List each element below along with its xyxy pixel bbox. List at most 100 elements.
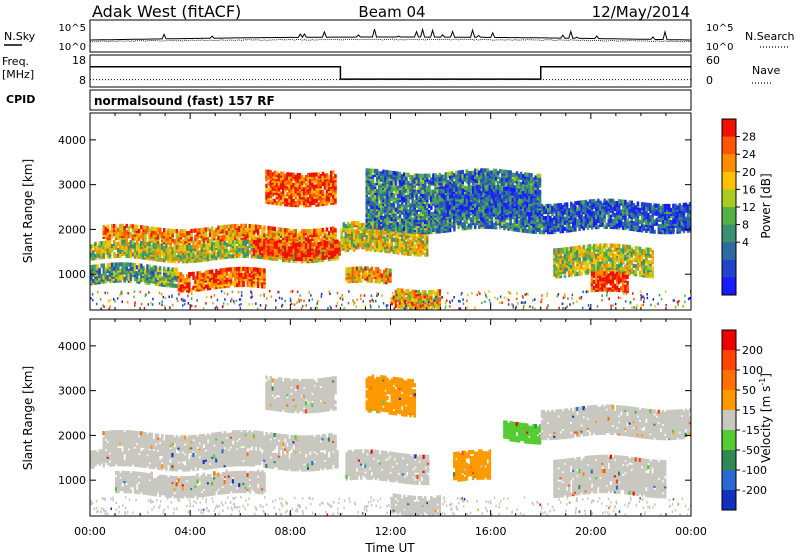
heatmap-cell bbox=[284, 188, 287, 193]
heatmap-cell bbox=[317, 190, 320, 195]
heatmap-cell bbox=[206, 280, 210, 285]
heatmap-cell bbox=[133, 277, 137, 282]
heatmap-cell bbox=[277, 201, 281, 206]
heatmap-cell bbox=[403, 172, 406, 177]
heatmap-cell bbox=[413, 244, 416, 249]
heatmap-cell bbox=[304, 247, 308, 252]
heatmap-cell bbox=[236, 266, 239, 272]
heatmap-cell bbox=[532, 183, 535, 188]
heatmap-cell bbox=[231, 246, 235, 251]
heatmap-cell bbox=[390, 180, 393, 185]
heatmap-cell bbox=[371, 190, 375, 195]
heatmap-cell bbox=[394, 248, 398, 253]
heatmap-cell bbox=[471, 185, 475, 190]
heatmap-cell bbox=[365, 204, 368, 209]
heatmap-cell bbox=[480, 186, 483, 191]
heatmap-cell bbox=[327, 178, 331, 184]
heatmap-cell bbox=[169, 248, 172, 253]
heatmap-cell bbox=[273, 226, 277, 231]
heatmap-cell bbox=[375, 219, 379, 224]
heatmap-cell bbox=[90, 250, 93, 255]
heatmap-cell bbox=[390, 221, 393, 226]
heatmap-cell bbox=[490, 196, 494, 201]
heatmap-cell bbox=[363, 243, 366, 248]
heatmap-cell bbox=[455, 197, 458, 202]
heatmap-cell bbox=[423, 203, 427, 209]
heatmap-cell bbox=[96, 264, 99, 269]
heatmap-cell bbox=[92, 270, 95, 275]
heatmap-cell bbox=[240, 239, 243, 244]
heatmap-cell bbox=[198, 271, 201, 276]
heatmap-cell bbox=[96, 245, 99, 250]
heatmap-cell bbox=[256, 283, 260, 288]
heatmap-cell bbox=[154, 227, 158, 232]
heatmap-cell bbox=[252, 252, 256, 257]
heatmap-cell bbox=[371, 178, 375, 183]
heatmap-cell bbox=[304, 242, 308, 247]
heatmap-cell bbox=[140, 263, 143, 268]
heatmap-cell bbox=[231, 267, 235, 272]
heatmap-cell bbox=[248, 239, 252, 245]
heatmap-cell bbox=[369, 208, 373, 213]
heatmap-cell bbox=[225, 224, 229, 229]
heatmap-cell bbox=[380, 225, 383, 230]
heatmap-cell bbox=[474, 185, 477, 190]
heatmap-cell bbox=[384, 236, 387, 241]
heatmap-cell bbox=[476, 205, 479, 210]
heatmap-cell bbox=[315, 230, 318, 235]
heatmap-cell bbox=[169, 228, 172, 233]
heatmap-cell bbox=[534, 223, 537, 228]
heatmap-cell bbox=[217, 235, 220, 240]
heatmap-cell bbox=[171, 254, 174, 259]
heatmap-cell bbox=[125, 272, 128, 277]
heatmap-cell bbox=[263, 225, 266, 230]
heatmap-cell bbox=[321, 199, 325, 205]
heatmap-cell bbox=[202, 247, 206, 252]
heatmap-cell bbox=[380, 234, 383, 239]
heatmap-cell bbox=[215, 268, 218, 274]
heatmap-cell bbox=[284, 245, 287, 250]
heatmap-cell bbox=[496, 181, 500, 186]
heatmap-cell bbox=[501, 221, 504, 226]
heatmap-cell bbox=[188, 282, 191, 287]
heatmap-cell bbox=[357, 235, 360, 240]
heatmap-cell bbox=[453, 181, 456, 186]
heatmap-cell bbox=[223, 234, 227, 240]
heatmap-cell bbox=[298, 179, 302, 184]
heatmap-cell bbox=[277, 197, 281, 202]
heatmap-cell bbox=[519, 185, 523, 191]
nsky-label: N.Sky bbox=[4, 30, 36, 43]
heatmap-cell bbox=[400, 186, 404, 191]
heatmap-cell bbox=[474, 200, 477, 205]
heatmap-cell bbox=[113, 239, 116, 245]
heatmap-cell bbox=[254, 240, 258, 245]
heatmap-cell bbox=[532, 223, 535, 228]
heatmap-cell bbox=[463, 194, 466, 199]
heatmap-cell bbox=[461, 188, 464, 193]
heatmap-cell bbox=[344, 248, 348, 253]
heatmap-cell bbox=[275, 235, 279, 240]
heatmap-cell bbox=[403, 245, 406, 250]
heatmap-cell bbox=[225, 271, 229, 276]
heatmap-cell bbox=[411, 201, 414, 206]
heatmap-cell bbox=[440, 223, 444, 228]
heatmap-cell bbox=[451, 221, 454, 226]
heatmap-cell bbox=[140, 253, 143, 258]
heatmap-cell bbox=[181, 245, 185, 250]
heatmap-cell bbox=[444, 213, 448, 218]
heatmap-cell bbox=[321, 227, 325, 233]
heatmap-cell bbox=[196, 228, 199, 233]
heatmap-cell bbox=[144, 268, 147, 273]
heatmap-cell bbox=[340, 238, 343, 243]
heatmap-cell bbox=[415, 193, 418, 198]
heatmap-cell bbox=[323, 229, 327, 234]
heatmap-cell bbox=[365, 200, 368, 205]
heatmap-cell bbox=[471, 176, 475, 181]
heatmap-cell bbox=[367, 186, 370, 191]
heatmap-cell bbox=[407, 217, 410, 222]
heatmap-cell bbox=[494, 168, 498, 173]
heatmap-cell bbox=[440, 182, 444, 187]
heatmap-cell bbox=[434, 201, 437, 206]
heatmap-cell bbox=[386, 194, 389, 199]
heatmap-cell bbox=[282, 227, 285, 233]
